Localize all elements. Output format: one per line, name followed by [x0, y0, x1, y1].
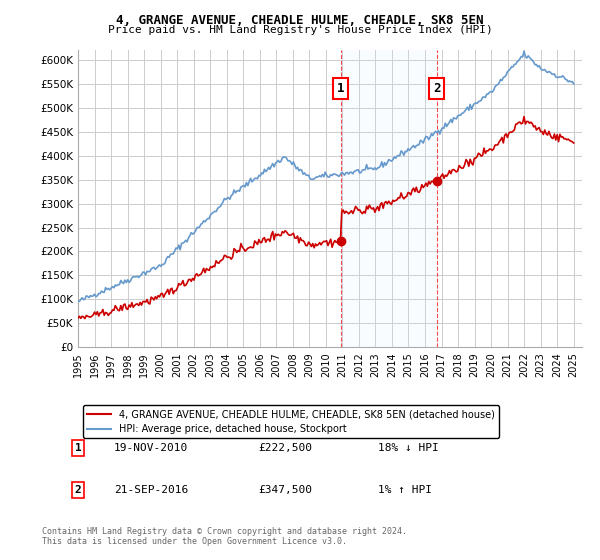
Text: Price paid vs. HM Land Registry's House Price Index (HPI): Price paid vs. HM Land Registry's House …: [107, 25, 493, 35]
Text: Contains HM Land Registry data © Crown copyright and database right 2024.
This d: Contains HM Land Registry data © Crown c…: [42, 526, 407, 546]
Text: 1% ↑ HPI: 1% ↑ HPI: [378, 485, 432, 495]
Text: 1: 1: [74, 443, 82, 453]
Text: 4, GRANGE AVENUE, CHEADLE HULME, CHEADLE, SK8 5EN: 4, GRANGE AVENUE, CHEADLE HULME, CHEADLE…: [116, 14, 484, 27]
Legend: 4, GRANGE AVENUE, CHEADLE HULME, CHEADLE, SK8 5EN (detached house), HPI: Average: 4, GRANGE AVENUE, CHEADLE HULME, CHEADLE…: [83, 405, 499, 438]
Text: 2: 2: [74, 485, 82, 495]
Text: 1: 1: [337, 82, 344, 95]
Bar: [341, 50, 437, 347]
Text: £347,500: £347,500: [258, 485, 312, 495]
Text: 19-NOV-2010: 19-NOV-2010: [114, 443, 188, 453]
Text: 18% ↓ HPI: 18% ↓ HPI: [378, 443, 439, 453]
Text: £222,500: £222,500: [258, 443, 312, 453]
Text: 21-SEP-2016: 21-SEP-2016: [114, 485, 188, 495]
Text: 2: 2: [433, 82, 440, 95]
